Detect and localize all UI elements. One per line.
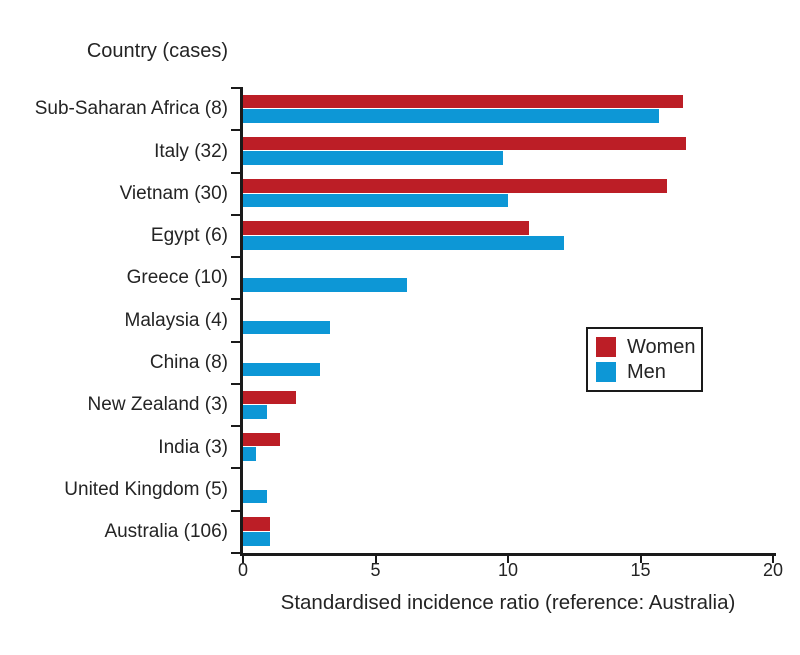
category-label: United Kingdom (5) [64,478,228,500]
bar-men [243,193,508,208]
category-label: Italy (32) [154,140,228,162]
category-label: China (8) [149,352,228,374]
bar-women [243,179,667,193]
y-tick [231,340,240,343]
y-tick [231,425,240,428]
x-tick-label: 10 [497,560,519,580]
category-label: Egypt (6) [150,225,228,247]
y-tick [231,87,240,89]
y-tick [231,298,240,301]
bar-men [243,109,660,123]
bar-women [243,517,270,531]
bar-men [243,151,503,166]
x-axis-line [240,553,776,556]
x-axis-label: Standardised incidence ratio (reference:… [280,591,736,614]
y-tick [231,552,240,554]
y-tick [231,171,240,174]
x-tick-label: 5 [370,560,381,580]
bar-women [243,432,281,447]
bar-men [243,531,270,546]
legend: Women Men [586,327,703,392]
bar-women [243,221,530,235]
x-tick [507,556,509,563]
category-label: India (3) [158,436,228,458]
plot-area [243,88,773,553]
category-label: New Zealand (3) [87,394,228,416]
category-label: Vietnam (30) [119,182,228,204]
legend-swatch-women-icon [596,337,616,357]
legend-label-men: Men [627,361,666,383]
legend-item-women: Women [596,336,701,358]
y-tick [231,467,240,470]
y-axis-title: Country (cases) [86,40,228,62]
legend-swatch-men-icon [596,362,616,382]
bar-men [243,236,564,250]
category-label: Malaysia (4) [124,309,228,331]
x-tick [639,556,642,563]
x-tick-label: 0 [237,560,248,580]
x-tick-label: 20 [762,560,784,580]
y-tick [231,382,240,385]
y-tick [231,256,240,259]
bar-men [243,278,408,292]
y-tick [231,213,240,216]
x-tick [242,556,244,563]
bar-men [243,320,331,335]
bar-men [243,489,267,504]
bar-men [243,405,267,419]
y-tick [231,129,240,132]
x-tick [772,556,774,563]
legend-label-women: Women [627,336,696,358]
y-tick [231,509,240,512]
legend-item-men: Men [596,361,701,383]
bar-men [243,447,257,461]
category-label: Australia (106) [104,521,228,543]
x-tick [374,556,377,563]
bar-women [243,94,683,109]
category-label: Greece (10) [126,267,228,289]
y-axis-line [240,87,243,556]
bar-women [243,136,686,151]
x-tick-label: 15 [630,560,651,580]
bar-women [243,390,296,405]
category-label: Sub-Saharan Africa (8) [34,98,228,120]
bar-men [243,362,320,377]
